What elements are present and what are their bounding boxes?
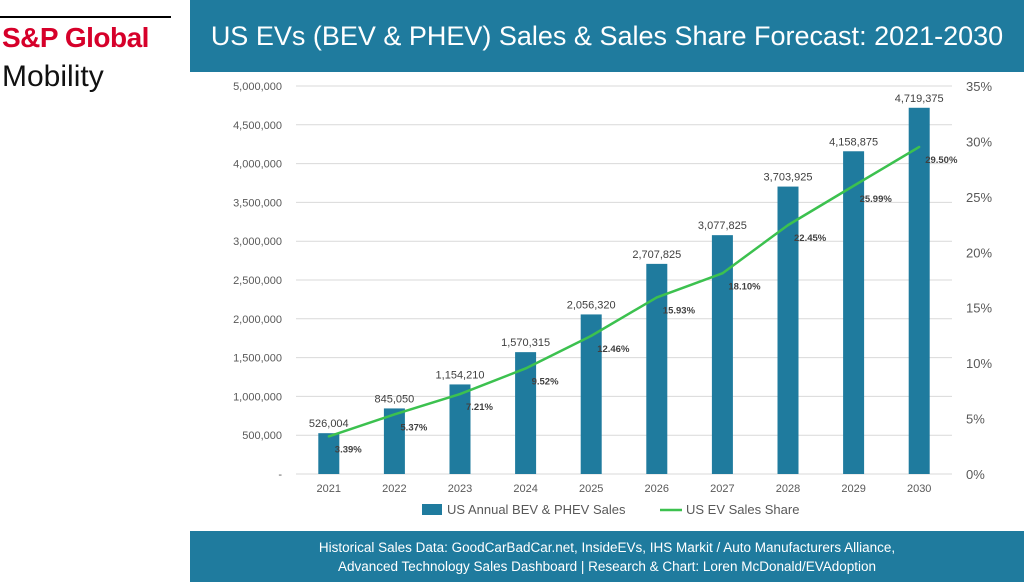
logo: S&P Global Mobility xyxy=(0,0,184,110)
bar xyxy=(580,314,602,474)
share-value-label: 5.37% xyxy=(400,422,427,433)
bar-value-label: 845,050 xyxy=(375,393,415,405)
legend-bar-label: US Annual BEV & PHEV Sales xyxy=(447,502,626,517)
bar-value-label: 2,707,825 xyxy=(632,249,681,261)
y-left-tick-label: 500,000 xyxy=(242,430,282,442)
share-point xyxy=(458,392,462,396)
chart: - 500,000 1,000,000 1,500,000 2,000,000 2,500… xyxy=(233,79,992,517)
x-tick-label: 2023 xyxy=(448,483,472,495)
y-left-tick-label: 2,500,000 xyxy=(233,275,282,287)
legend-line-label: US EV Sales Share xyxy=(686,502,799,517)
y-left-tick-label: 3,500,000 xyxy=(233,197,282,209)
bar-value-label: 526,004 xyxy=(309,418,349,430)
share-value-label: 29.50% xyxy=(925,155,958,166)
y-left-tick-label: 5,000,000 xyxy=(233,81,282,93)
y-right-tick-label: 25% xyxy=(966,190,992,205)
bar xyxy=(908,107,930,475)
logo-rule xyxy=(0,16,171,18)
y-right-tick-label: 5% xyxy=(966,412,985,427)
y-left-tick-label: 2,000,000 xyxy=(233,314,282,326)
bar xyxy=(777,186,799,474)
bar-value-label: 2,056,320 xyxy=(567,299,616,311)
logo-line-2: Mobility xyxy=(2,60,104,93)
source-line-2: Advanced Technology Sales Dashboard | Re… xyxy=(337,558,877,574)
y-right-tick-label: 0% xyxy=(966,467,985,482)
share-point xyxy=(852,184,855,188)
share-value-label: 15.93% xyxy=(663,305,696,316)
y-left-tick-label: - xyxy=(278,469,282,481)
bar-value-label: 1,570,315 xyxy=(501,337,550,349)
legend-bar-swatch xyxy=(422,504,442,515)
bar xyxy=(449,384,471,474)
x-tick-label: 2022 xyxy=(382,483,406,495)
source-line-1: Historical Sales Data: GoodCarBadCar.net… xyxy=(318,539,896,555)
source-banner: Historical Sales Data: GoodCarBadCar.net… xyxy=(190,531,1024,582)
share-value-label: 12.46% xyxy=(597,344,630,355)
share-value-label: 7.21% xyxy=(466,402,493,413)
x-tick-label: 2024 xyxy=(513,483,537,495)
bar xyxy=(318,433,340,474)
bar-value-label: 1,154,210 xyxy=(436,369,485,381)
share-value-label: 22.45% xyxy=(794,233,827,244)
logo-line-1: S&P Global xyxy=(2,22,149,53)
y-right-tick-label: 35% xyxy=(966,79,992,94)
title-banner: US EVs (BEV & PHEV) Sales & Sales Share … xyxy=(190,0,1024,72)
y-left-tick-label: 3,000,000 xyxy=(233,236,282,248)
bar-value-label: 3,077,825 xyxy=(698,220,747,232)
x-tick-label: 2026 xyxy=(645,483,669,495)
y-left-tick-label: 4,000,000 xyxy=(233,159,282,171)
share-point xyxy=(786,223,790,227)
bar xyxy=(711,235,733,474)
x-tick-label: 2028 xyxy=(776,483,800,495)
share-point xyxy=(721,272,724,275)
share-line xyxy=(328,145,920,438)
share-point xyxy=(393,413,396,416)
bar-value-label: 4,158,875 xyxy=(829,136,878,148)
y-left-tick-label: 4,500,000 xyxy=(233,120,282,132)
bar-value-label: 4,719,375 xyxy=(895,93,944,105)
y-right-tick-label: 30% xyxy=(966,134,992,149)
bar xyxy=(383,408,405,474)
bar xyxy=(515,352,537,474)
y-right-tick-label: 10% xyxy=(966,356,992,371)
y-right-tick-label: 15% xyxy=(966,301,992,316)
chart-title: US EVs (BEV & PHEV) Sales & Sales Share … xyxy=(210,20,1004,51)
share-point xyxy=(327,435,330,438)
y-left-tick-label: 1,500,000 xyxy=(233,353,282,365)
x-tick-label: 2021 xyxy=(317,483,341,495)
share-value-label: 18.10% xyxy=(728,281,761,292)
x-tick-label: 2025 xyxy=(579,483,603,495)
share-value-label: 3.39% xyxy=(335,444,362,455)
share-point xyxy=(590,334,593,338)
share-point xyxy=(655,296,658,299)
bar xyxy=(646,263,668,474)
x-tick-label: 2030 xyxy=(907,483,931,495)
share-point xyxy=(524,367,527,370)
share-value-label: 9.52% xyxy=(532,376,559,387)
bar-value-label: 3,703,925 xyxy=(764,172,813,184)
share-point xyxy=(918,145,921,149)
x-tick-label: 2029 xyxy=(841,483,865,495)
y-right-tick-label: 20% xyxy=(966,245,992,260)
y-left-tick-label: 1,000,000 xyxy=(233,391,282,403)
x-tick-label: 2027 xyxy=(710,483,734,495)
bar xyxy=(843,151,865,474)
share-value-label: 25.99% xyxy=(860,194,893,205)
